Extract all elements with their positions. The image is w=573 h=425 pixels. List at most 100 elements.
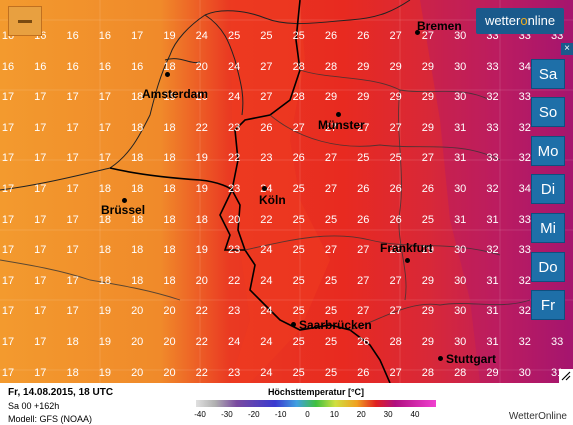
temperature-value: 17 bbox=[66, 244, 79, 257]
day-button-so[interactable]: So bbox=[531, 97, 565, 127]
temperature-value: 26 bbox=[357, 366, 370, 379]
temperature-value: 18 bbox=[163, 152, 176, 165]
temperature-value: 30 bbox=[454, 336, 467, 348]
temperature-value: 19 bbox=[98, 336, 112, 348]
temperature-value: 27 bbox=[357, 244, 370, 257]
temperature-value: 17 bbox=[98, 91, 112, 104]
temperature-map[interactable] bbox=[0, 0, 573, 383]
temperature-value: 20 bbox=[163, 305, 176, 318]
city-label-koln: Köln bbox=[259, 193, 286, 207]
temperature-value: 25 bbox=[324, 274, 338, 287]
temperature-value: 31 bbox=[454, 121, 467, 134]
temperature-value: 32 bbox=[486, 244, 499, 257]
temperature-value: 33 bbox=[518, 213, 531, 226]
temperature-value: 28 bbox=[292, 91, 305, 104]
temperature-value: 16 bbox=[66, 60, 79, 73]
city-marker-brussel bbox=[122, 198, 127, 203]
temperature-value: 17 bbox=[1, 183, 15, 195]
temperature-value: 26 bbox=[357, 213, 370, 226]
logo-text-o: o bbox=[520, 13, 528, 28]
temperature-value: 29 bbox=[486, 366, 499, 379]
temperature-value: 29 bbox=[389, 60, 402, 73]
temperature-value: 18 bbox=[66, 366, 79, 379]
expand-corner-icon[interactable] bbox=[559, 369, 573, 383]
temperature-value: 22 bbox=[227, 152, 241, 165]
temperature-value: 25 bbox=[324, 366, 338, 379]
temperature-value: 25 bbox=[324, 336, 338, 348]
temperature-value: 17 bbox=[1, 305, 15, 318]
temperature-value: 27 bbox=[324, 244, 338, 257]
temperature-value: 29 bbox=[421, 121, 435, 134]
city-label-saarbrucken: Saarbrücken bbox=[299, 318, 372, 332]
temperature-value: 26 bbox=[357, 30, 370, 42]
temperature-value: 26 bbox=[324, 30, 338, 42]
temperature-value: 33 bbox=[486, 152, 499, 165]
temperature-value: 25 bbox=[292, 244, 305, 257]
day-button-mo[interactable]: Mo bbox=[531, 136, 565, 166]
city-label-stuttgart: Stuttgart bbox=[446, 352, 496, 366]
temperature-value: 25 bbox=[292, 183, 305, 195]
temperature-value: 33 bbox=[518, 244, 531, 257]
zoom-out-button[interactable] bbox=[8, 6, 42, 36]
temperature-value: 29 bbox=[421, 305, 435, 318]
legend-tick-label: -30 bbox=[221, 410, 233, 419]
temperature-value: 23 bbox=[227, 244, 241, 257]
credit-text: WetterOnline bbox=[508, 411, 567, 422]
temperature-value: 17 bbox=[1, 213, 15, 226]
temperature-value: 17 bbox=[34, 91, 47, 104]
temperature-value: 18 bbox=[163, 274, 176, 287]
temperature-value: 25 bbox=[421, 213, 435, 226]
temperature-value: 20 bbox=[163, 366, 176, 379]
temperature-value: 27 bbox=[324, 152, 338, 165]
temperature-value: 22 bbox=[195, 305, 208, 318]
temperature-value: 17 bbox=[1, 121, 15, 134]
temperature-value: 27 bbox=[357, 121, 370, 134]
temperature-value: 27 bbox=[357, 274, 370, 287]
temperature-value: 30 bbox=[454, 60, 467, 73]
temperature-value: 18 bbox=[163, 244, 176, 257]
forecast-date: Fr, 14.08.2015, 18 UTC bbox=[8, 387, 114, 398]
temperature-value: 29 bbox=[421, 91, 435, 104]
temperature-value: 26 bbox=[389, 183, 402, 195]
day-button-di[interactable]: Di bbox=[531, 174, 565, 204]
wetteronline-logo[interactable]: wetteronline bbox=[476, 8, 564, 34]
temperature-value: 23 bbox=[227, 121, 241, 134]
temperature-value: 18 bbox=[98, 244, 112, 257]
temperature-value: 25 bbox=[227, 30, 241, 42]
temperature-value: 18 bbox=[163, 121, 176, 134]
temperature-value: 18 bbox=[131, 152, 144, 165]
temperature-value: 16 bbox=[131, 60, 144, 73]
temperature-value: 27 bbox=[389, 305, 402, 318]
temperature-value: 29 bbox=[357, 60, 370, 73]
temperature-value: 28 bbox=[454, 366, 467, 379]
temperature-value: 17 bbox=[98, 152, 112, 165]
temperature-value: 29 bbox=[324, 91, 338, 104]
temperature-value: 31 bbox=[486, 213, 499, 226]
temperature-value: 31 bbox=[486, 336, 499, 348]
temperature-value: 17 bbox=[34, 336, 47, 348]
close-icon[interactable]: × bbox=[561, 43, 573, 55]
temperature-value: 25 bbox=[324, 213, 338, 226]
temperature-value: 17 bbox=[1, 91, 15, 104]
temperature-value: 28 bbox=[389, 244, 402, 257]
temperature-value: 17 bbox=[34, 152, 47, 165]
temperature-value: 24 bbox=[260, 244, 273, 257]
legend-tick-label: 0 bbox=[305, 410, 310, 419]
temperature-value: 32 bbox=[486, 91, 499, 104]
legend-color-bar bbox=[196, 400, 436, 407]
logo-text-nline: nline bbox=[527, 13, 556, 28]
temperature-value: 25 bbox=[324, 305, 338, 318]
day-button-sa[interactable]: Sa bbox=[531, 59, 565, 89]
temperature-value: 17 bbox=[98, 121, 112, 134]
temperature-value: 20 bbox=[131, 366, 144, 379]
day-button-fr[interactable]: Fr bbox=[531, 290, 565, 320]
model-name: Modell: GFS (NOAA) bbox=[8, 414, 93, 424]
temperature-value: 24 bbox=[260, 336, 273, 348]
temperature-value: 25 bbox=[292, 305, 305, 318]
temperature-value: 32 bbox=[518, 121, 531, 134]
day-button-mi[interactable]: Mi bbox=[531, 213, 565, 243]
temperature-value: 27 bbox=[389, 121, 402, 134]
temperature-value: 24 bbox=[260, 274, 273, 287]
temperature-value: 29 bbox=[421, 336, 435, 348]
day-button-do[interactable]: Do bbox=[531, 252, 565, 282]
